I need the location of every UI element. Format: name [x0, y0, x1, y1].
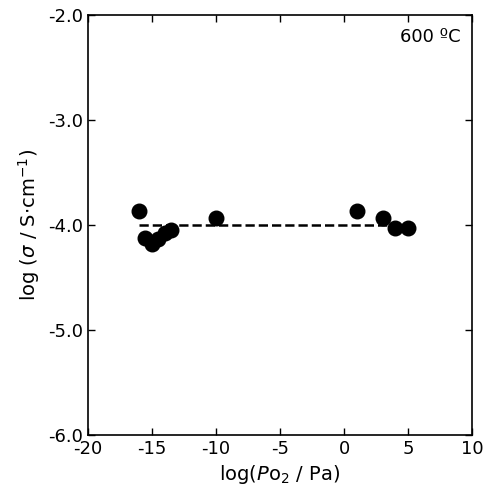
Point: [154, 234, 162, 242]
Point: [392, 224, 399, 232]
Point: [379, 214, 387, 222]
Point: [148, 240, 156, 248]
Point: [141, 234, 149, 241]
Point: [135, 208, 143, 216]
Point: [404, 224, 412, 232]
X-axis label: log($\mathit{P}$o$_2$ / Pa): log($\mathit{P}$o$_2$ / Pa): [220, 464, 340, 486]
Y-axis label: log ($\sigma$ / S$\cdot$cm$^{-1}$): log ($\sigma$ / S$\cdot$cm$^{-1}$): [17, 149, 42, 301]
Point: [167, 226, 175, 234]
Point: [161, 230, 169, 237]
Point: [353, 208, 361, 216]
Point: [212, 214, 220, 222]
Text: 600 ºC: 600 ºC: [400, 28, 461, 46]
